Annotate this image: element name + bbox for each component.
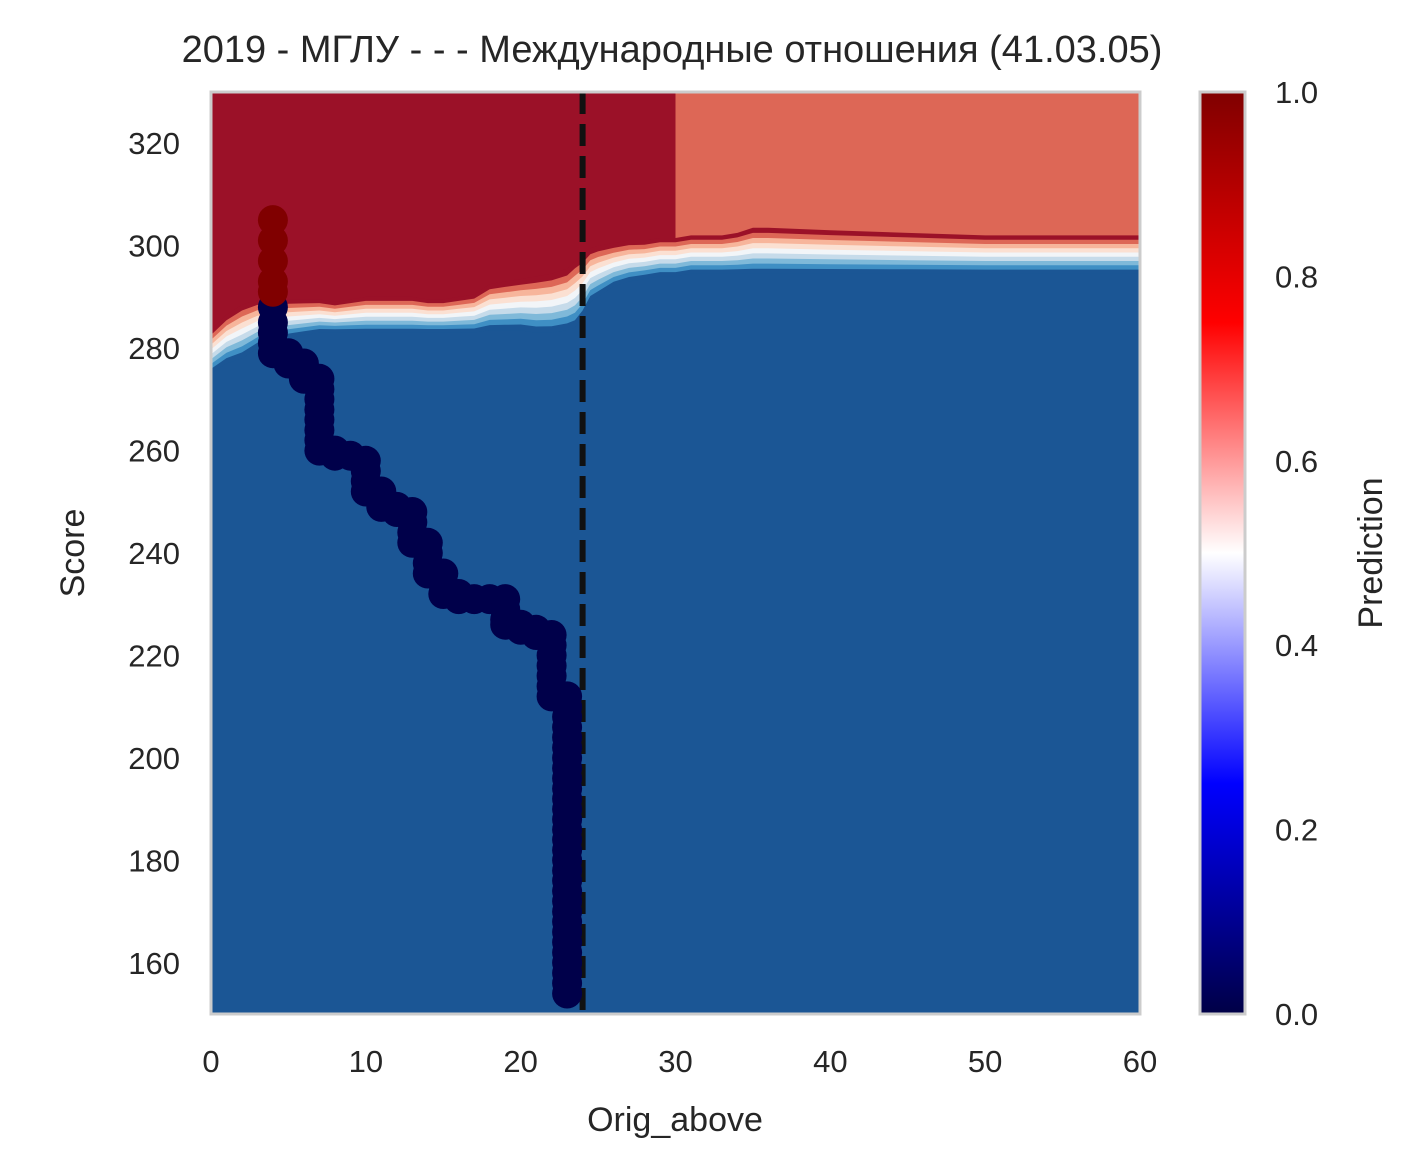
y-tick-label: 240 [128, 536, 180, 571]
y-axis-ticks: 160 180 200 220 240 260 280 300 320 [128, 126, 180, 981]
y-tick-label: 260 [128, 434, 180, 469]
colorbar-label: Prediction [1352, 477, 1390, 628]
x-tick-label: 10 [349, 1044, 383, 1079]
colorbar-tick-label: 0.4 [1275, 628, 1318, 663]
x-tick-label: 20 [503, 1044, 537, 1079]
colorbar-ticks: 0.0 0.2 0.4 0.6 0.8 1.0 [1275, 75, 1318, 1032]
plot-area [211, 92, 1140, 1014]
chart-title: 2019 - МГЛУ - - - Международные отношени… [182, 29, 1163, 71]
y-tick-label: 320 [128, 126, 180, 161]
y-tick-label: 180 [128, 843, 180, 878]
y-axis-label: Score [54, 509, 92, 598]
x-tick-label: 0 [202, 1044, 219, 1079]
admitted-applicant-point [257, 225, 288, 256]
rejected-applicant-point [552, 978, 583, 1009]
colorbar-tick-label: 0.2 [1275, 813, 1318, 848]
top-region-2 [675, 92, 1140, 238]
admitted-applicant-point [257, 246, 288, 276]
y-tick-label: 280 [128, 331, 180, 366]
colorbar-tick-label: 0.0 [1275, 997, 1318, 1032]
y-tick-label: 160 [128, 946, 180, 981]
x-axis-label: Orig_above [587, 1101, 763, 1139]
y-tick-label: 220 [128, 638, 180, 673]
x-tick-label: 40 [813, 1044, 847, 1079]
top-region-1 [211, 92, 676, 331]
colorbar: 0.0 0.2 0.4 0.6 0.8 1.0 Prediction [1198, 75, 1390, 1032]
x-tick-label: 50 [968, 1044, 1002, 1079]
y-tick-label: 200 [128, 741, 180, 776]
x-tick-label: 60 [1123, 1044, 1157, 1079]
y-tick-label: 300 [128, 229, 180, 264]
applicant-points [257, 205, 583, 1009]
colorbar-tick-label: 0.6 [1275, 444, 1318, 479]
admitted-applicant-point [257, 276, 288, 307]
colorbar-tick-label: 0.8 [1275, 259, 1318, 294]
x-tick-label: 30 [658, 1044, 692, 1079]
high-prediction-regions [211, 92, 1140, 331]
plot-frame [209, 90, 1142, 1016]
colorbar-gradient-bar [1198, 90, 1247, 1016]
x-axis-ticks: 0 10 20 30 40 50 60 [202, 1044, 1157, 1079]
colorbar-tick-label: 1.0 [1275, 75, 1318, 110]
